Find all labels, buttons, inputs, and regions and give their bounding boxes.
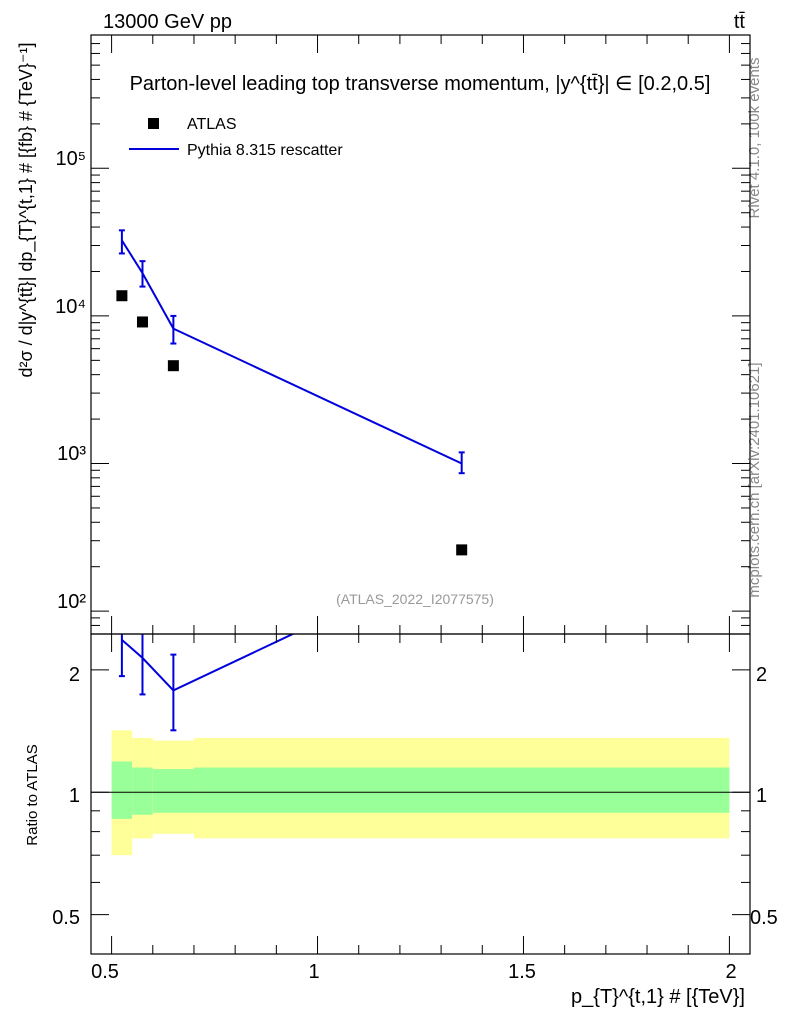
- ratio-y-tick-label-right-1: 1: [756, 785, 767, 807]
- ratio-y-ticks: [91, 669, 750, 955]
- atlas-data-point: [136, 316, 148, 328]
- main-series: [116, 229, 468, 556]
- legend-atlas-marker: [148, 118, 159, 129]
- ratio-x-tick-label-2: 2: [725, 961, 736, 983]
- ratio-frame: [90, 633, 751, 955]
- ratio-panel: 0.5 1 2 0.5 1 2 0.5 1 1.5 2 Ratio to ATL…: [24, 633, 778, 1008]
- atlas-data-point: [116, 290, 128, 302]
- main-y-tick-label-1000: 10³: [57, 443, 86, 465]
- main-y-tick-label-100: 10²: [57, 591, 86, 613]
- main-y-tick-label-10000: 10⁴: [55, 296, 86, 318]
- x-axis-label: p_{T}^{t,1} # [{TeV}]: [571, 986, 745, 1008]
- ratio-y-tick-label-left-2: 2: [69, 664, 80, 686]
- ratio-series: [118, 634, 296, 732]
- legend-atlas-label: ATLAS: [187, 116, 237, 133]
- ratio-x-tick-label-0.5: 0.5: [91, 961, 119, 983]
- ratio-stat-band: [193, 767, 730, 813]
- pythia-line: [121, 239, 463, 465]
- ratio-y-axis-label: Ratio to ATLAS: [24, 744, 41, 845]
- ratio-y-tick-label-right-2: 2: [756, 664, 767, 686]
- ratio-y-tick-label-left-0.5: 0.5: [52, 907, 80, 929]
- ratio-x-tick-label-1.5: 1.5: [508, 961, 536, 983]
- ratio-x-ticks: [111, 634, 730, 954]
- ratio-stat-band: [152, 769, 194, 813]
- legend: ATLAS Pythia 8.315 rescatter: [129, 116, 343, 159]
- energy-label: 13000 GeV pp: [103, 11, 232, 33]
- main-panel: Parton-level leading top transverse mome…: [16, 34, 751, 635]
- ratio-y-tick-label-right-0.5: 0.5: [750, 907, 778, 929]
- ratio-stat-band: [132, 767, 153, 815]
- ratio-y-tick-label-left-1: 1: [69, 785, 80, 807]
- ratio-pythia-line: [121, 634, 296, 692]
- ratio-stat-band: [111, 761, 133, 819]
- rivet-label: Rivet 4.1.0, 100k events: [746, 58, 763, 219]
- atlas-data-point: [456, 544, 468, 556]
- process-label: tt̄: [734, 11, 746, 33]
- main-y-tick-label-100000: 10⁵: [55, 148, 86, 170]
- atlas-data-point: [167, 360, 179, 372]
- ratio-bands: [111, 730, 730, 856]
- main-title: Parton-level leading top transverse mome…: [130, 73, 711, 95]
- ratio-x-tick-label-1: 1: [308, 961, 319, 983]
- analysis-watermark: (ATLAS_2022_I2077575): [336, 591, 494, 607]
- main-x-ticks: [111, 35, 730, 634]
- main-y-axis-label: d²σ / d|y^{tt̄}| dp_{T}^{t,1} # [{fb} # …: [16, 42, 37, 377]
- legend-pythia-label: Pythia 8.315 rescatter: [187, 142, 343, 159]
- mcplots-label: mcplots.cern.ch [arXiv:2401.10621]: [746, 362, 763, 597]
